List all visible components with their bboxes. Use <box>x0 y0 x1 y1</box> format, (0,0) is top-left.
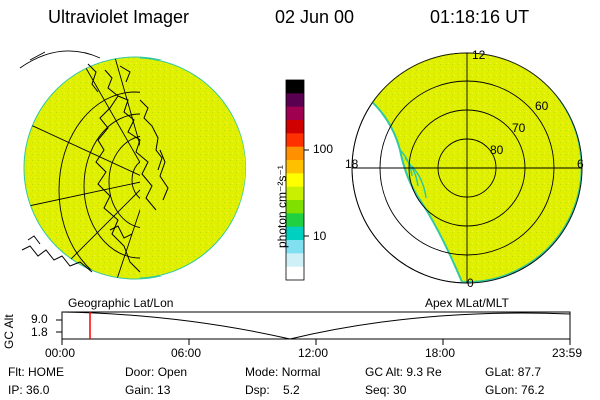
mlat-grid <box>352 53 582 283</box>
altitude-tick-low: 1.8 <box>31 325 48 339</box>
time-tick-1200: 12:00 <box>298 346 329 360</box>
colorbar-segment <box>286 93 304 108</box>
colorbar-segment <box>286 186 304 201</box>
colorbar-segment <box>286 133 304 148</box>
mlt-label-12: 12 <box>472 48 486 62</box>
info-gc-alt: GC Alt: 9.3 Re <box>365 365 442 379</box>
colorbar-segment <box>286 173 304 188</box>
left-map-caption: Geographic Lat/Lon <box>68 296 174 310</box>
colorbar-segment <box>286 146 304 161</box>
mlat-label-60: 60 <box>535 99 549 113</box>
mlt-label-6: 6 <box>577 157 584 171</box>
colorbar-segment <box>286 266 304 281</box>
right-map-caption: Apex MLat/MLT <box>425 296 509 310</box>
colorbar-unit-label: photon cm⁻²s⁻¹ <box>275 165 289 248</box>
mlt-label-0: 0 <box>467 276 474 290</box>
info-glon: GLon: 76.2 <box>485 383 545 397</box>
observation-time: 01:18:16 UT <box>430 7 530 27</box>
colorbar-segment <box>286 213 304 228</box>
info-dsp: Dsp: 5.2 <box>245 383 300 397</box>
time-tick-1800: 18:00 <box>425 346 456 360</box>
altitude-strip <box>56 311 571 345</box>
colorbar-segment <box>286 160 304 174</box>
colorbar-segment <box>286 120 304 134</box>
colorbar-tick-100: 100 <box>313 142 334 156</box>
mlat-label-80: 80 <box>490 143 504 157</box>
time-tick-2359: 23:59 <box>552 346 583 360</box>
colorbar-segment <box>286 240 304 254</box>
info-glat: GLat: 87.7 <box>485 365 542 379</box>
mlat-label-70: 70 <box>512 121 526 135</box>
colorbar-segment <box>286 80 304 94</box>
colorbar-tick-10: 10 <box>313 229 327 243</box>
info-mode: Mode: Normal <box>245 365 321 379</box>
observation-date: 02 Jun 00 <box>275 7 355 27</box>
time-tick-0000: 00:00 <box>45 346 76 360</box>
imager-title: Ultraviolet Imager <box>48 7 190 27</box>
altitude-axis-label: GC Alt <box>2 314 16 349</box>
colorbar-segment <box>286 253 304 268</box>
info-door: Door: Open <box>125 365 188 379</box>
mlt-label-18: 18 <box>345 157 359 171</box>
colorbar-segment <box>286 106 304 121</box>
colorbar-segment <box>286 200 304 214</box>
info-seq: Seq: 30 <box>365 383 407 397</box>
colorbar-segment <box>286 226 304 241</box>
geographic-map <box>19 50 260 280</box>
info-ip: IP: 36.0 <box>8 383 50 397</box>
coastlines <box>21 63 169 273</box>
altitude-tick-high: 9.0 <box>31 312 48 326</box>
time-tick-0600: 06:00 <box>171 346 202 360</box>
info-gain: Gain: 13 <box>125 383 171 397</box>
auroral-oval <box>368 53 582 283</box>
info-flt: Flt: HOME <box>8 365 65 379</box>
magnetic-map <box>351 52 583 284</box>
colorbar <box>285 79 309 281</box>
